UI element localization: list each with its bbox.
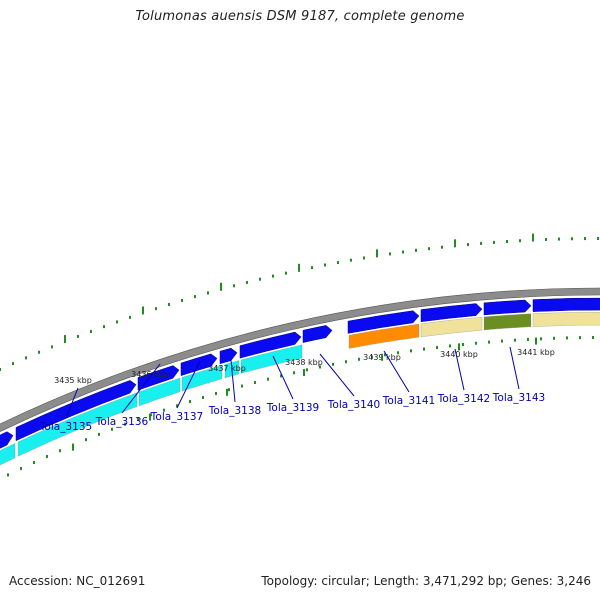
forward-gene-6 <box>239 331 302 359</box>
gene-labels: Tola_3135 Tola_3136 Tola_3137 Tola_3138 Tola… <box>39 392 545 433</box>
scale-label-kbp: 3436 kbp <box>131 370 169 379</box>
reverse-gene-10 <box>532 311 600 327</box>
gene-label: Tola_3137 <box>150 411 203 423</box>
topology-label: Topology: circular; Length: 3,471,292 bp… <box>261 574 591 588</box>
leader-line <box>509 346 520 390</box>
leader-line <box>319 353 355 397</box>
reverse-gene-3 <box>138 377 181 407</box>
reverse-gene-2 <box>17 392 138 457</box>
scale-label-kbp: 3440 kbp <box>440 350 478 359</box>
reverse-gene-7 <box>348 323 420 349</box>
forward-gene-5 <box>219 347 238 365</box>
backbone-ring <box>0 287 600 433</box>
leader-line <box>454 348 465 391</box>
gene-label: Tola_3140 <box>327 399 380 411</box>
forward-gene-11 <box>532 297 600 312</box>
reverse-gene-9 <box>483 313 532 331</box>
gene-label-leaders <box>65 346 520 419</box>
leader-line <box>230 359 236 403</box>
forward-gene-2 <box>15 380 137 442</box>
leader-line <box>176 360 201 409</box>
gene-label: Tola_3143 <box>492 392 545 404</box>
leader-line <box>121 363 161 414</box>
scale-label-kbp: 3438 kbp <box>285 358 323 367</box>
gene-label: Tola_3138 <box>208 405 261 417</box>
forward-strand-genes <box>0 297 600 449</box>
gc-skew-plot <box>0 233 599 371</box>
forward-gene-4 <box>180 353 218 376</box>
reverse-strand-genes <box>0 311 600 466</box>
gene-label: Tola_3139 <box>266 402 319 414</box>
reverse-gene-1 <box>0 443 16 466</box>
scale-label-kbp: 3437 kbp <box>208 364 246 373</box>
map-title: Tolumonas auensis DSM 9187, complete gen… <box>135 9 465 24</box>
reverse-gene-6 <box>240 344 303 374</box>
reverse-gene-8 <box>420 316 483 338</box>
forward-gene-3 <box>137 365 180 391</box>
forward-gene-1 <box>0 431 14 449</box>
leader-line <box>383 350 410 393</box>
forward-gene-7 <box>302 325 333 343</box>
forward-gene-9 <box>420 303 483 323</box>
leader-line <box>65 387 79 419</box>
accession-label: Accession: NC_012691 <box>9 574 146 588</box>
forward-gene-8 <box>347 310 420 334</box>
genome-backbone <box>0 287 600 433</box>
scale-label-kbp: 3435 kbp <box>54 376 92 385</box>
gene-label: Tola_3141 <box>382 395 435 407</box>
leader-line <box>272 355 294 400</box>
scale-label-kbp: 3441 kbp <box>517 348 555 357</box>
gene-label: Tola_3135 <box>39 421 92 433</box>
forward-gene-10 <box>483 299 532 316</box>
gene-label: Tola_3142 <box>437 393 490 405</box>
gene-label: Tola_3136 <box>95 416 149 428</box>
